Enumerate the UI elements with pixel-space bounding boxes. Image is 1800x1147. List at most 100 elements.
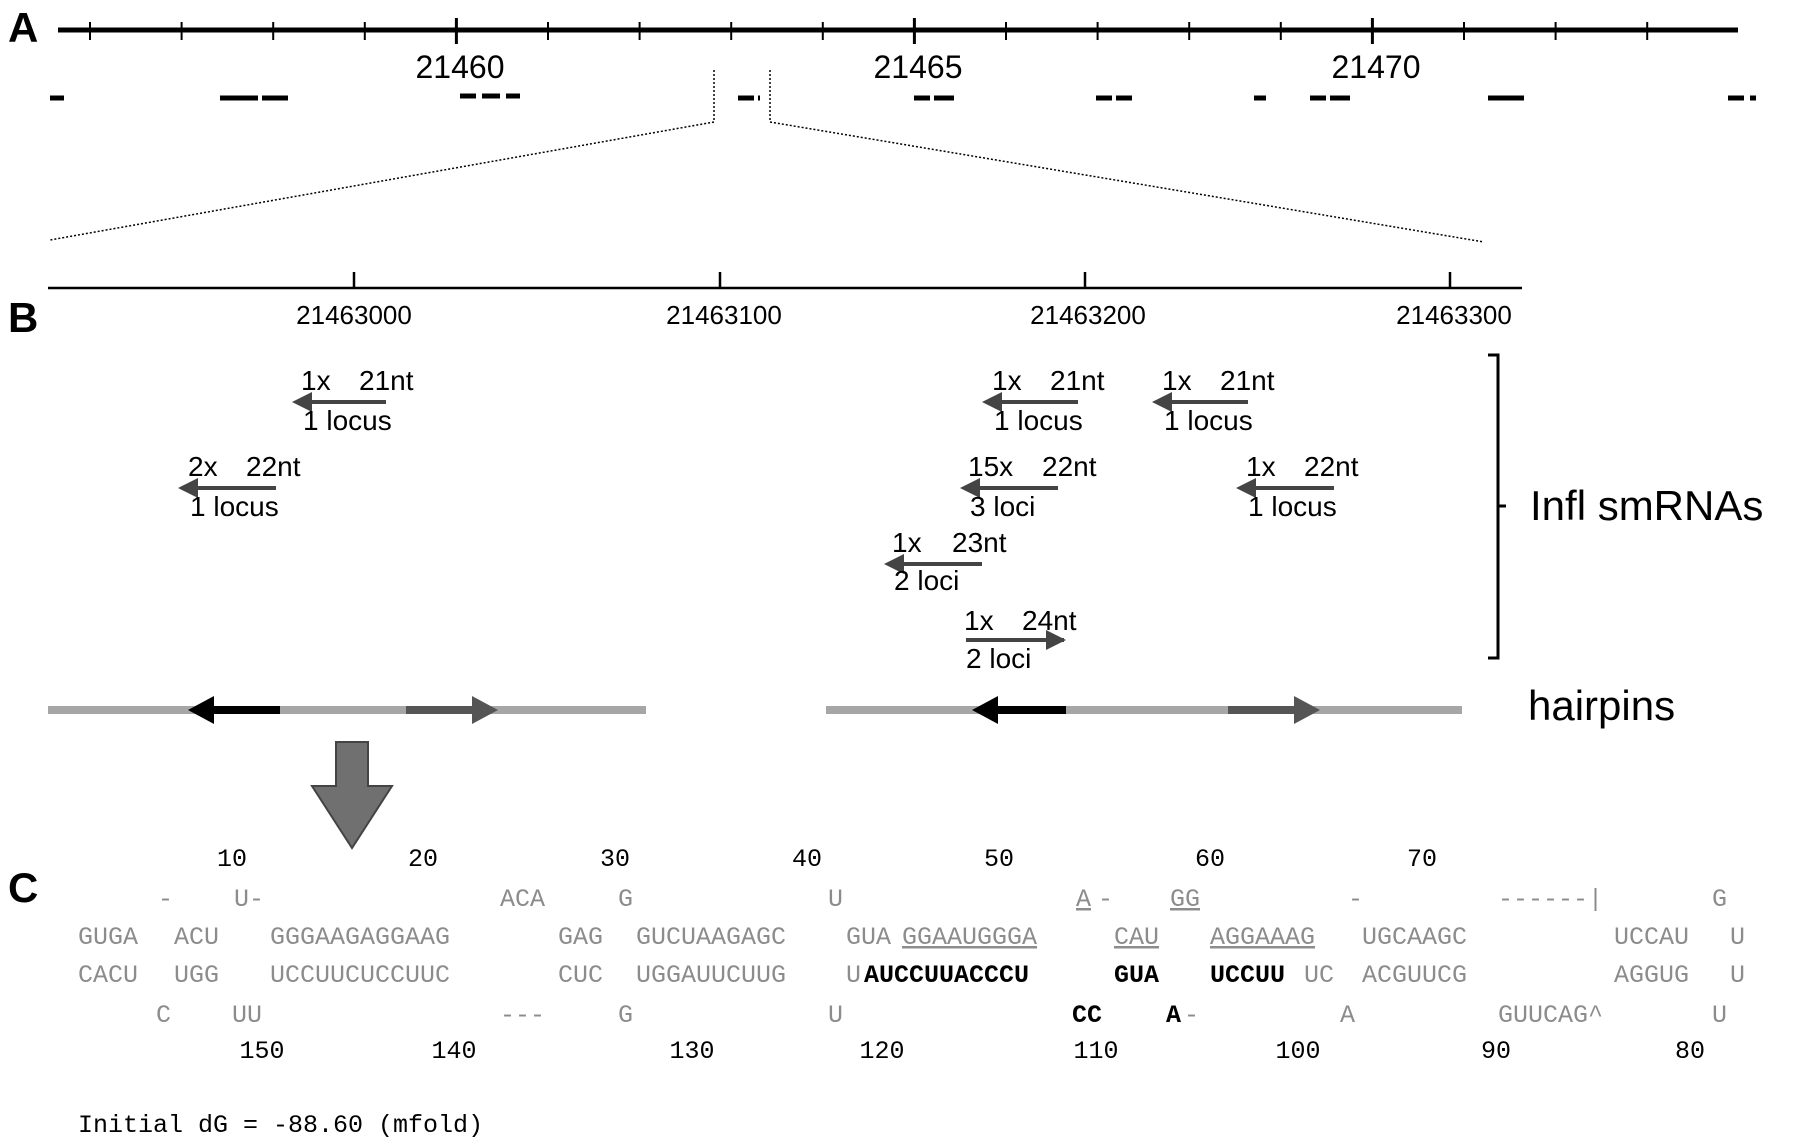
svg-text:GUCUAAGAGC: GUCUAAGAGC <box>636 923 786 952</box>
read-count: 1x <box>1162 365 1192 396</box>
svg-text:120: 120 <box>859 1037 904 1066</box>
coord-a-21465: 21465 <box>874 49 963 85</box>
hairpins-label: hairpins <box>1528 682 1675 729</box>
smrna-read: 15x 22nt 3 loci <box>960 451 1097 522</box>
svg-text:110: 110 <box>1073 1037 1118 1066</box>
svg-text:UC: UC <box>1304 961 1334 990</box>
panel-c-letter: C <box>8 864 38 911</box>
svg-text:-: - <box>1098 885 1113 914</box>
svg-text:------|: ------| <box>1498 885 1603 914</box>
svg-text:GUA: GUA <box>1114 961 1159 990</box>
svg-text:U-: U- <box>234 885 264 914</box>
free-energy-label: Initial dG = -88.60 (mfold) <box>78 1111 483 1140</box>
read-loci: 3 loci <box>970 491 1035 522</box>
svg-text:CACU: CACU <box>78 961 138 990</box>
svg-text:AUCCUUACCCU: AUCCUUACCCU <box>864 961 1029 990</box>
svg-text:---: --- <box>500 1001 545 1030</box>
svg-text:130: 130 <box>669 1037 714 1066</box>
svg-text:CUC: CUC <box>558 961 603 990</box>
svg-text:U: U <box>1730 961 1745 990</box>
svg-text:UGG: UGG <box>174 961 219 990</box>
read-loci: 2 loci <box>966 643 1031 674</box>
zoom-guides <box>49 70 1485 243</box>
svg-text:GGGAAGAGGAAG: GGGAAGAGGAAG <box>270 923 450 952</box>
top-position-numbers: 10 20 30 40 50 60 70 <box>217 845 1437 874</box>
svg-text:30: 30 <box>600 845 630 874</box>
svg-text:10: 10 <box>217 845 247 874</box>
svg-text:-: - <box>1184 1001 1199 1030</box>
svg-text:A: A <box>1076 885 1091 914</box>
read-length: 22nt <box>246 451 301 482</box>
smrna-read: 1x 24nt 2 loci <box>964 605 1077 674</box>
svg-text:140: 140 <box>431 1037 476 1066</box>
hairpin-left <box>48 696 646 724</box>
read-count: 1x <box>301 365 331 396</box>
down-arrow-icon <box>310 741 394 850</box>
svg-text:AGGUG: AGGUG <box>1614 961 1689 990</box>
read-count: 1x <box>964 605 994 636</box>
svg-text:U: U <box>1712 1001 1727 1030</box>
read-loci: 1 locus <box>1248 491 1337 522</box>
hairpin-right <box>826 696 1462 724</box>
svg-text:150: 150 <box>239 1037 284 1066</box>
structure-row-2: GUGA ACU GGGAAGAGGAAG GAG GUCUAAGAGC GUA… <box>78 923 1745 952</box>
svg-text:U: U <box>828 1001 843 1030</box>
coord-a-21460: 21460 <box>416 49 505 85</box>
svg-text:ACGUUCG: ACGUUCG <box>1362 961 1467 990</box>
svg-text:GUA: GUA <box>846 923 891 952</box>
read-loci: 1 locus <box>994 405 1083 436</box>
svg-text:CAU: CAU <box>1114 923 1159 952</box>
svg-text:ACA: ACA <box>500 885 545 914</box>
read-length: 21nt <box>1050 365 1105 396</box>
smrna-read: 1x 23nt 2 loci <box>884 527 1007 596</box>
svg-text:C: C <box>156 1001 171 1030</box>
smrna-read: 1x 22nt 1 locus <box>1236 451 1359 522</box>
svg-text:GG: GG <box>1170 885 1200 914</box>
svg-text:90: 90 <box>1481 1037 1511 1066</box>
read-length: 22nt <box>1042 451 1097 482</box>
svg-text:80: 80 <box>1675 1037 1705 1066</box>
svg-text:100: 100 <box>1275 1037 1320 1066</box>
smrna-read: 1x 21nt 1 locus <box>982 365 1105 436</box>
read-length: 24nt <box>1022 605 1077 636</box>
svg-text:-: - <box>1348 885 1363 914</box>
svg-text:20: 20 <box>408 845 438 874</box>
structure-row-4: C UU --- G U CC A - A GUUCAG^ U <box>156 1001 1727 1030</box>
loci-dashes <box>50 93 1756 101</box>
read-loci: 2 loci <box>894 565 959 596</box>
read-loci: 1 locus <box>303 405 392 436</box>
read-length: 23nt <box>952 527 1007 558</box>
read-count: 1x <box>892 527 922 558</box>
svg-text:UCCAU: UCCAU <box>1614 923 1689 952</box>
structure-row-3: CACU UGG UCCUUCUCCUUC CUC UGGAUUCUUG U A… <box>78 961 1745 990</box>
read-length: 22nt <box>1304 451 1359 482</box>
svg-text:G: G <box>618 1001 633 1030</box>
read-count: 1x <box>1246 451 1276 482</box>
svg-text:GGAAUGGGA: GGAAUGGGA <box>902 923 1037 952</box>
svg-text:U: U <box>1730 923 1745 952</box>
coord-b-21463300: 21463300 <box>1396 300 1512 330</box>
svg-text:UGCAAGC: UGCAAGC <box>1362 923 1467 952</box>
svg-text:U: U <box>828 885 843 914</box>
svg-text:UCCUUCUCCUUC: UCCUUCUCCUUC <box>270 961 450 990</box>
genome-axis-a <box>58 18 1738 44</box>
svg-text:UGGAUUCUUG: UGGAUUCUUG <box>636 961 786 990</box>
svg-text:GUUCAG^: GUUCAG^ <box>1498 1001 1603 1030</box>
svg-text:60: 60 <box>1195 845 1225 874</box>
panel-b-letter: B <box>8 294 38 341</box>
read-length: 21nt <box>359 365 414 396</box>
panel-a-letter: A <box>8 4 38 51</box>
read-count: 1x <box>992 365 1022 396</box>
read-count: 15x <box>968 451 1013 482</box>
svg-text:G: G <box>618 885 633 914</box>
svg-text:UCCUU: UCCUU <box>1210 961 1285 990</box>
svg-text:AGGAAAG: AGGAAAG <box>1210 923 1315 952</box>
svg-text:GUGA: GUGA <box>78 923 138 952</box>
read-length: 21nt <box>1220 365 1275 396</box>
genome-axis-b <box>48 272 1522 290</box>
svg-text:40: 40 <box>792 845 822 874</box>
read-count: 2x <box>188 451 218 482</box>
bracket <box>1488 353 1506 660</box>
svg-text:GAG: GAG <box>558 923 603 952</box>
